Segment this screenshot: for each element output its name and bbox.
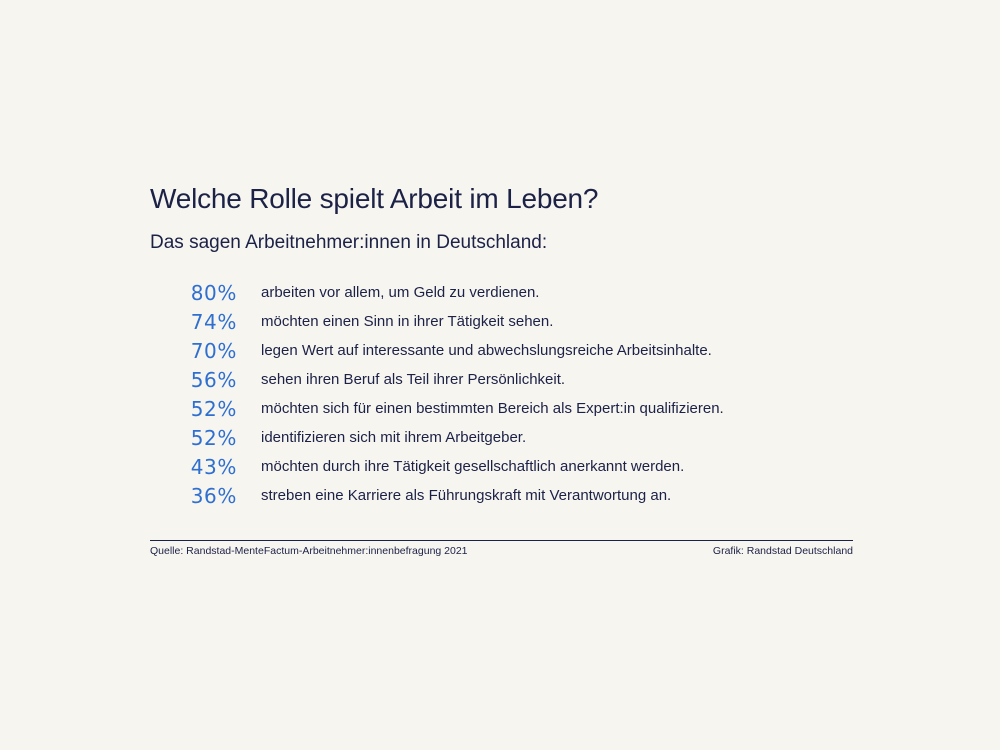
stat-row: 70% legen Wert auf interessante und abwec… xyxy=(150,336,870,365)
stat-row: 80% arbeiten vor allem, um Geld zu verdie… xyxy=(150,278,870,307)
stat-row: 43% möchten durch ihre Tätigkeit gesellsc… xyxy=(150,452,870,481)
stat-value: 52% xyxy=(190,396,237,421)
statistics-list: 80% arbeiten vor allem, um Geld zu verdie… xyxy=(150,278,870,510)
stat-value: 52% xyxy=(190,425,237,450)
source-note: Quelle: Randstad-MenteFactum-Arbeitnehme… xyxy=(150,545,468,557)
stat-row: 52% möchten sich für einen bestimmten Ber… xyxy=(150,394,870,423)
footer-divider xyxy=(150,540,853,541)
stat-label: legen Wert auf interessante und abwechsl… xyxy=(261,342,712,359)
graphic-credit: Grafik: Randstad Deutschland xyxy=(712,545,853,557)
stat-label: identifizieren sich mit ihrem Arbeitgebe… xyxy=(261,429,527,446)
stat-value: 43% xyxy=(190,454,237,479)
chart-title: Welche Rolle spielt Arbeit im Leben? xyxy=(150,183,599,214)
stat-row: 56% sehen ihren Beruf als Teil ihrer Pers… xyxy=(150,365,870,394)
chart-subtitle: Das sagen Arbeitnehmer:innen in Deutschl… xyxy=(150,232,548,253)
stat-label: möchten sich für einen bestimmten Bereic… xyxy=(261,400,724,417)
stat-row: 74% möchten einen Sinn in ihrer Tätigkeit… xyxy=(150,307,870,336)
stat-label: streben eine Karriere als Führungskraft … xyxy=(261,487,672,504)
stat-value: 80% xyxy=(190,280,237,305)
stat-label: möchten einen Sinn in ihrer Tätigkeit se… xyxy=(261,313,554,330)
stat-row: 52% identifizieren sich mit ihrem Arbeitg… xyxy=(150,423,870,452)
stat-value: 56% xyxy=(190,367,237,392)
stat-label: möchten durch ihre Tätigkeit gesellschaf… xyxy=(261,458,685,475)
stat-value: 70% xyxy=(190,338,237,363)
stat-value: 74% xyxy=(190,309,237,334)
stat-label: arbeiten vor allem, um Geld zu verdienen… xyxy=(261,284,540,301)
stat-row: 36% streben eine Karriere als Führungskra… xyxy=(150,481,870,510)
stat-value: 36% xyxy=(190,483,237,508)
stat-label: sehen ihren Beruf als Teil ihrer Persönl… xyxy=(261,371,566,388)
